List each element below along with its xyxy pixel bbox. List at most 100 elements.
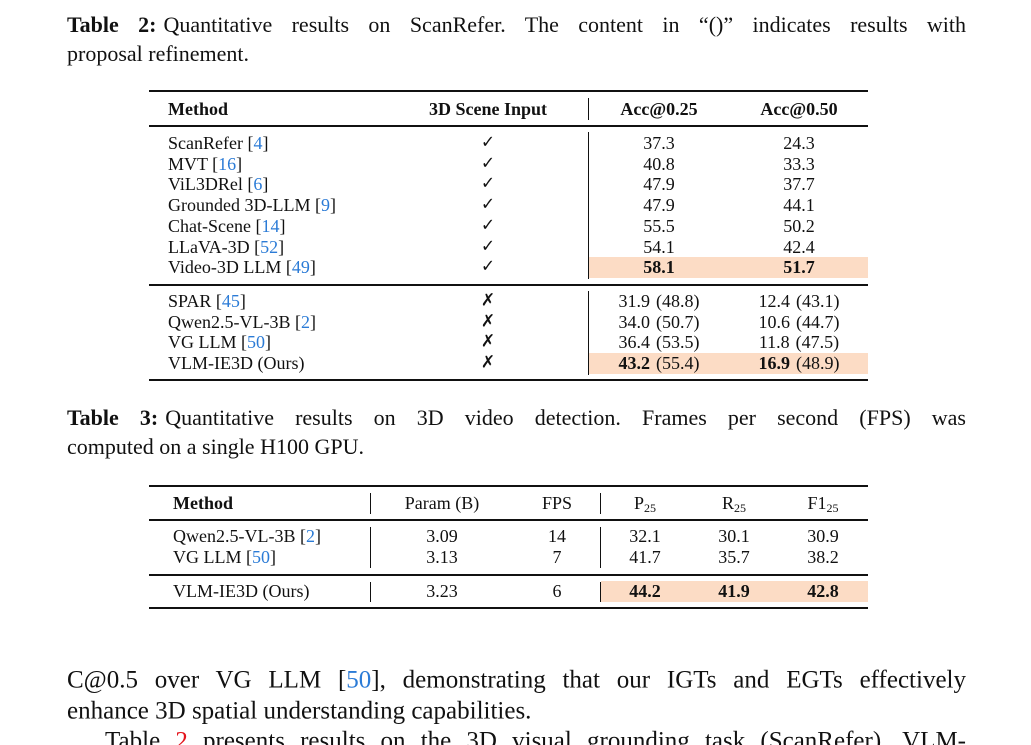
header-subscript: 25 <box>644 501 657 515</box>
cell-value: (55.4) <box>656 353 700 374</box>
method-name: SPAR [45] <box>168 292 246 310</box>
table-cell: 58.1 <box>643 258 675 276</box>
column-header: P25 <box>634 494 657 515</box>
text-segment: VLM-IE3D (Ours) <box>168 353 305 374</box>
table-cell: 31.9 (48.8) <box>619 292 700 310</box>
citation-link[interactable]: 16 <box>218 153 237 174</box>
method-name: Chat-Scene [14] <box>168 217 285 235</box>
scene-input-mark: ✓ <box>480 215 496 236</box>
table-cell: 36.4 (53.5) <box>619 333 700 351</box>
table-cell: 51.7 <box>783 258 815 276</box>
citation-link[interactable]: 45 <box>221 291 240 311</box>
column-header: FPS <box>541 493 573 513</box>
header-subscript: 25 <box>826 501 839 515</box>
citation-link[interactable]: 2 <box>175 727 188 745</box>
table-cell: 44.2 <box>629 581 661 601</box>
text-segment: MVT [ <box>168 153 219 174</box>
table-cell: 55.5 <box>643 217 675 235</box>
cell-value: 43.2 <box>618 353 651 374</box>
column-header: 3D Scene Input <box>428 99 548 119</box>
scene-input-mark: ✓ <box>480 236 496 256</box>
caption-line: proposal refinement. <box>67 43 249 65</box>
cell-value: 54.1 <box>643 236 675 257</box>
table-cell: 40.8 <box>643 155 675 173</box>
scene-input-mark: ✗ <box>480 331 496 352</box>
table-rule <box>149 606 868 610</box>
column-separator <box>600 582 601 602</box>
caption-label: Table 3: <box>67 405 159 430</box>
text-segment: enhance 3D spatial understanding capabil… <box>67 697 532 725</box>
citation-link[interactable]: 50 <box>346 666 372 694</box>
cell-value: (53.5) <box>656 332 700 353</box>
column-separator <box>588 98 589 120</box>
table-cell: 10.6 (44.7) <box>759 313 840 331</box>
table-cell: 35.7 <box>718 547 750 567</box>
column-separator <box>370 493 371 514</box>
column-header: Acc@0.25 <box>620 99 698 119</box>
caption-text: Quantitative results on 3D video detecti… <box>165 405 966 430</box>
table-cell: 54.1 <box>643 238 675 256</box>
citation-link[interactable]: 6 <box>253 174 263 195</box>
cell-value: 50.2 <box>783 215 815 236</box>
citation-link[interactable]: 50 <box>252 547 270 567</box>
column-separator <box>588 132 589 279</box>
table-rule <box>149 89 868 93</box>
table-cell: 3.13 <box>426 547 458 567</box>
citation-link[interactable]: 2 <box>305 526 315 546</box>
table-rule <box>149 519 868 521</box>
table-cell: 12.4 (43.1) <box>759 292 840 310</box>
citation-link[interactable]: 9 <box>320 195 330 216</box>
highlight-cell <box>601 580 868 602</box>
method-name: Video-3D LLM [49] <box>168 258 316 276</box>
cell-value: 37.3 <box>643 133 675 153</box>
method-name: VG LLM [50] <box>173 548 276 566</box>
citation-link[interactable]: 2 <box>300 311 310 332</box>
column-separator <box>600 493 601 514</box>
method-name: Qwen2.5-VL-3B [2] <box>173 527 321 545</box>
text-segment: ] <box>262 174 269 195</box>
column-header: Acc@0.50 <box>760 99 838 119</box>
text-segment: VG LLM [ <box>168 332 247 353</box>
scene-input-mark: ✓ <box>480 194 496 215</box>
table-cell: 37.3 <box>643 134 675 152</box>
text-segment: VLM-IE3D (Ours) <box>173 581 310 601</box>
citation-link[interactable]: 50 <box>247 332 265 353</box>
column-separator <box>588 291 589 375</box>
table-cell: 50.2 <box>783 217 815 235</box>
citation-link[interactable]: 52 <box>260 236 279 257</box>
column-separator <box>370 527 371 568</box>
cell-value: 12.4 <box>758 291 791 311</box>
table-cell: 47.9 <box>643 196 675 214</box>
table-cell: 43.2 (55.4) <box>619 354 700 372</box>
header-main: F1 <box>807 493 827 513</box>
cell-value: 10.6 <box>758 311 791 332</box>
column-header: F125 <box>807 493 839 515</box>
table-cell: 14 <box>548 526 566 546</box>
method-name: MVT [16] <box>168 155 242 173</box>
cell-value: (50.7) <box>656 311 700 332</box>
citation-link[interactable]: 49 <box>291 257 310 278</box>
scene-input-mark: ✓ <box>480 256 496 277</box>
cell-value: (48.9) <box>796 353 840 374</box>
text-segment: Table <box>105 727 176 745</box>
cell-value: 58.1 <box>643 257 675 278</box>
body-line: Table 2 presents results on the 3D visua… <box>105 729 966 745</box>
method-name: Grounded 3D-LLM [9] <box>168 196 336 214</box>
text-segment: ScanRefer [ <box>168 133 254 153</box>
scene-input-mark: ✗ <box>480 290 496 311</box>
table-rule <box>149 484 868 488</box>
cell-value: (48.8) <box>656 291 700 311</box>
cell-value: 24.3 <box>783 133 815 153</box>
cell-value: (47.5) <box>795 332 840 353</box>
highlight-cell <box>589 352 868 374</box>
header-main: R <box>721 493 735 513</box>
table-cell: 7 <box>552 547 562 567</box>
table-cell: 47.9 <box>643 175 675 193</box>
scene-input-mark: ✓ <box>480 173 496 194</box>
citation-link[interactable]: 14 <box>261 215 280 236</box>
cell-value: 44.1 <box>783 195 815 216</box>
caption-text: computed on a single H100 GPU. <box>67 434 364 459</box>
text-segment: ] <box>279 215 286 236</box>
column-header: R25 <box>721 493 746 514</box>
citation-link[interactable]: 4 <box>253 133 263 153</box>
